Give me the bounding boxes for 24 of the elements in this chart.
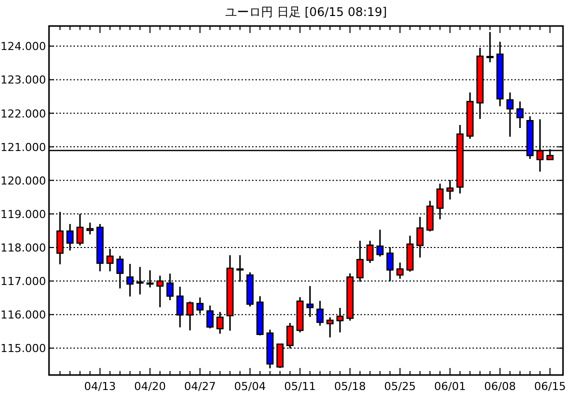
x-tick-label: 05/18	[334, 380, 366, 393]
y-tick-label: 116.000	[0, 308, 46, 322]
x-tick-label: 04/13	[84, 380, 116, 393]
x-tick-label: 05/11	[284, 380, 316, 393]
y-tick-label: 122.000	[0, 107, 46, 120]
candlestick	[396, 262, 404, 280]
x-tick-label: 04/20	[134, 380, 166, 393]
candlestick	[86, 222, 94, 236]
y-tick-label: 121.000	[0, 140, 46, 154]
y-tick-label: 118.000	[0, 241, 46, 254]
y-tick-label: 120.000	[0, 174, 46, 188]
y-tick-label: 117.000	[0, 275, 46, 288]
x-tick-label: 05/04	[234, 380, 266, 393]
y-tick-label: 124.000	[0, 40, 46, 54]
x-tick-label: 06/08	[484, 380, 516, 393]
x-tick-label: 04/27	[184, 380, 216, 393]
y-tick-label: 115.000	[0, 342, 46, 356]
x-tick-label: 06/01	[434, 380, 466, 393]
y-tick-label: 123.000	[0, 74, 46, 87]
candlestick	[326, 316, 334, 338]
x-tick-label: 06/15	[534, 380, 566, 393]
y-tick-label: 119.000	[0, 208, 46, 221]
x-tick-label: 05/25	[384, 380, 416, 393]
chart-title: ユーロ円 日足 [06/15 08:19]	[225, 5, 387, 19]
